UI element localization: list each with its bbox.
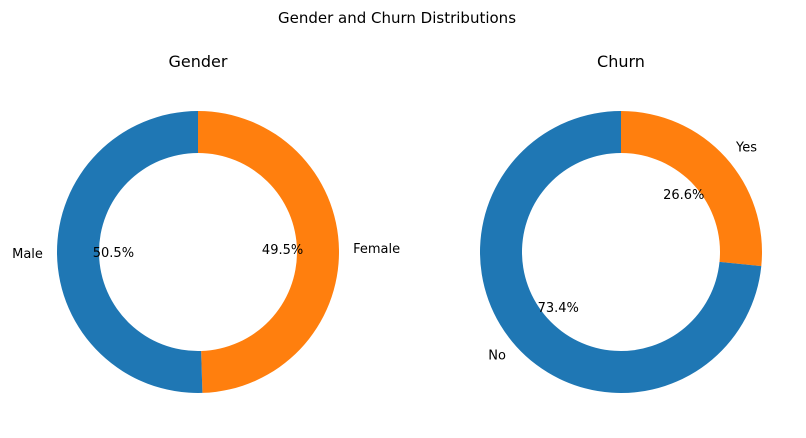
gender-pct-female: 49.5%	[262, 243, 303, 258]
churn-wedge-no	[479, 111, 762, 393]
churn-wedges	[479, 111, 762, 393]
figure-title: Gender and Churn Distributions	[278, 9, 516, 27]
gender-wedges	[56, 111, 339, 393]
churn-pct-no: 73.4%	[538, 301, 579, 316]
churn-donut-chart: Churn Yes 26.6% No 73.4%	[479, 52, 762, 393]
gender-labels: Female 49.5% Male 50.5%	[12, 242, 400, 262]
gender-wedge-female	[198, 111, 339, 393]
churn-label-no: No	[488, 349, 506, 364]
gender-donut-chart: Gender Female 49.5% Male 50.5%	[12, 52, 400, 393]
churn-label-yes: Yes	[735, 140, 757, 155]
gender-label-male: Male	[12, 247, 43, 262]
gender-pct-male: 50.5%	[93, 246, 134, 261]
churn-labels: Yes 26.6% No 73.4%	[488, 140, 757, 363]
gender-chart-title: Gender	[169, 52, 228, 71]
churn-pct-yes: 26.6%	[663, 188, 704, 203]
gender-wedge-male	[56, 111, 203, 393]
churn-chart-title: Churn	[597, 52, 645, 71]
churn-wedge-yes	[621, 111, 762, 267]
gender-label-female: Female	[353, 242, 400, 257]
